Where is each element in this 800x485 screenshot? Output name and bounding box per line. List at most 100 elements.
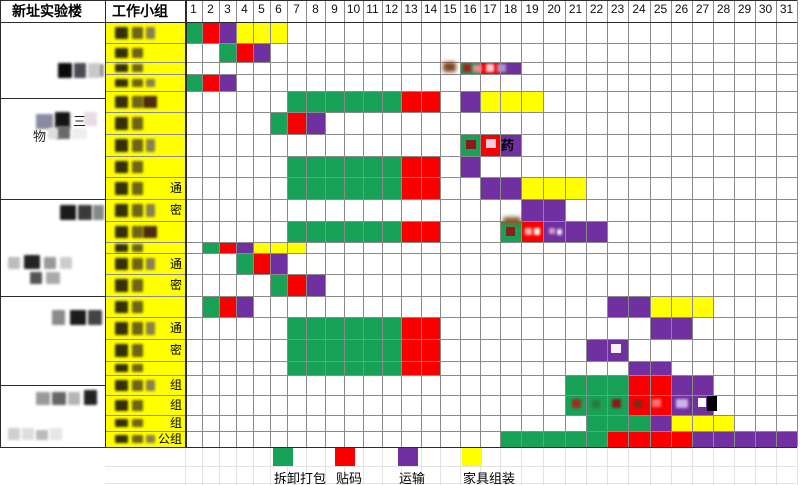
day-header: 17: [483, 2, 497, 16]
day-header: 31: [779, 2, 794, 16]
workgroup-label-blur: [132, 96, 143, 108]
grid-vline: [440, 0, 441, 447]
workgroup-label-blur: [132, 244, 143, 252]
building-label-blur: [60, 205, 76, 220]
day-header: 5: [258, 2, 265, 16]
blurred-red-text: [534, 228, 540, 235]
workgroup-label-blur: [115, 48, 128, 58]
building-label-blur: [68, 392, 80, 405]
workgroup-label-blur: [115, 419, 128, 427]
workgroup-label-blur: [132, 279, 143, 292]
grid-vline: [713, 0, 714, 447]
day-header: 23: [610, 2, 625, 16]
grid-vline: [253, 0, 254, 447]
workgroup-label-blur: [146, 27, 155, 39]
task-bar-purple: [236, 296, 253, 317]
blurred-red-text: [525, 228, 532, 235]
workgroup-label-blur: [115, 244, 128, 252]
workgroup-label-blur: [115, 344, 128, 357]
task-bar-red: [401, 177, 440, 199]
task-bar-purple: [460, 91, 480, 112]
workgroup-label-blur: [146, 322, 155, 335]
workgroup-label-blur: [132, 364, 143, 372]
workgroup-label-blur: [143, 226, 157, 238]
grid-vline: [671, 0, 672, 447]
workgroup-label-suffix: 公组: [157, 432, 182, 446]
day-header: 14: [423, 2, 438, 16]
workgroup-label-blur: [132, 322, 143, 335]
blurred-red-text: [572, 399, 581, 408]
workgroup-label-blur: [115, 226, 128, 238]
blurred-red-text: [652, 399, 661, 407]
workgroup-label-blur: [132, 419, 143, 427]
red-dot: [506, 227, 515, 236]
workgroup-label-blur: [146, 380, 155, 391]
blurred-red-text: [443, 62, 456, 72]
legend-label: 拆卸打包: [274, 471, 327, 485]
workgroup-label-blur: [115, 182, 128, 195]
day-header: 18: [503, 2, 518, 16]
workgroup-label-blur: [132, 226, 143, 238]
building-label-blur: [84, 390, 97, 405]
day-header: 16: [463, 2, 477, 16]
building-label-char: 三: [73, 114, 87, 129]
day-header: 15: [443, 2, 457, 16]
building-label-blur: [99, 64, 104, 77]
blurred-red-text: [503, 217, 521, 225]
black-mark: [707, 396, 717, 411]
task-bar-purple: [253, 43, 270, 62]
task-bar-red: [287, 112, 306, 134]
building-label-blur: [56, 126, 70, 139]
grid-vline: [521, 0, 522, 447]
task-bar-red: [521, 221, 543, 242]
top-border-line: [0, 0, 797, 1]
blurred-red-text: [634, 400, 642, 408]
task-bar-purple: [306, 274, 325, 296]
grid-hline: [105, 156, 797, 157]
grid-hline: [105, 43, 797, 44]
task-bar-purple: [500, 134, 521, 156]
task-bar-green: [270, 274, 287, 296]
grid-hline: [105, 74, 797, 75]
legend-swatch-yellow-icon: [462, 448, 482, 466]
workgroup-label-blur: [146, 435, 155, 443]
grid-vline: [363, 0, 364, 447]
task-bar-green: [565, 375, 628, 395]
workgroup-label-suffix: 密: [169, 203, 182, 217]
grid-vline: [236, 0, 237, 447]
workgroup-label-blur: [115, 79, 128, 87]
workgroup-label-blur: [132, 380, 143, 391]
task-bar-purple: [219, 74, 236, 91]
task-bar-purple: [219, 22, 236, 43]
workgroup-label-blur: [132, 344, 143, 357]
workgroup-label-blur: [115, 380, 128, 391]
task-bar-yellow: [650, 296, 713, 317]
workgroup-label-blur: [115, 400, 128, 411]
workgroup-label-blur: [115, 301, 128, 313]
task-bar-purple: [650, 415, 671, 431]
task-bar-green: [219, 43, 236, 62]
workgroup-label-blur: [132, 79, 143, 87]
day-header: 21: [568, 2, 583, 16]
grid-vline: [650, 0, 651, 447]
workgroup-label-blur: [143, 96, 157, 108]
task-bar-red: [628, 375, 671, 395]
grid-vline: [202, 0, 203, 447]
blurred-red-text: [497, 64, 506, 72]
workgroup-label-suffix: 通: [169, 181, 182, 195]
white-dot: [611, 344, 621, 353]
grid-hline: [105, 199, 797, 200]
day-header: 6: [275, 2, 282, 16]
building-column-divider: [105, 0, 106, 447]
grid-bottom-line: [105, 447, 797, 448]
building-label-blur: [88, 63, 99, 78]
legend-label: 家具组装: [463, 471, 516, 485]
day-header: 1: [190, 2, 197, 16]
grid-hline: [105, 91, 797, 92]
day-header: 3: [224, 2, 231, 16]
grid-vline: [500, 0, 501, 447]
task-bar-red: [202, 22, 219, 43]
task-bar-yellow: [236, 22, 287, 43]
pink-dot: [486, 139, 496, 148]
